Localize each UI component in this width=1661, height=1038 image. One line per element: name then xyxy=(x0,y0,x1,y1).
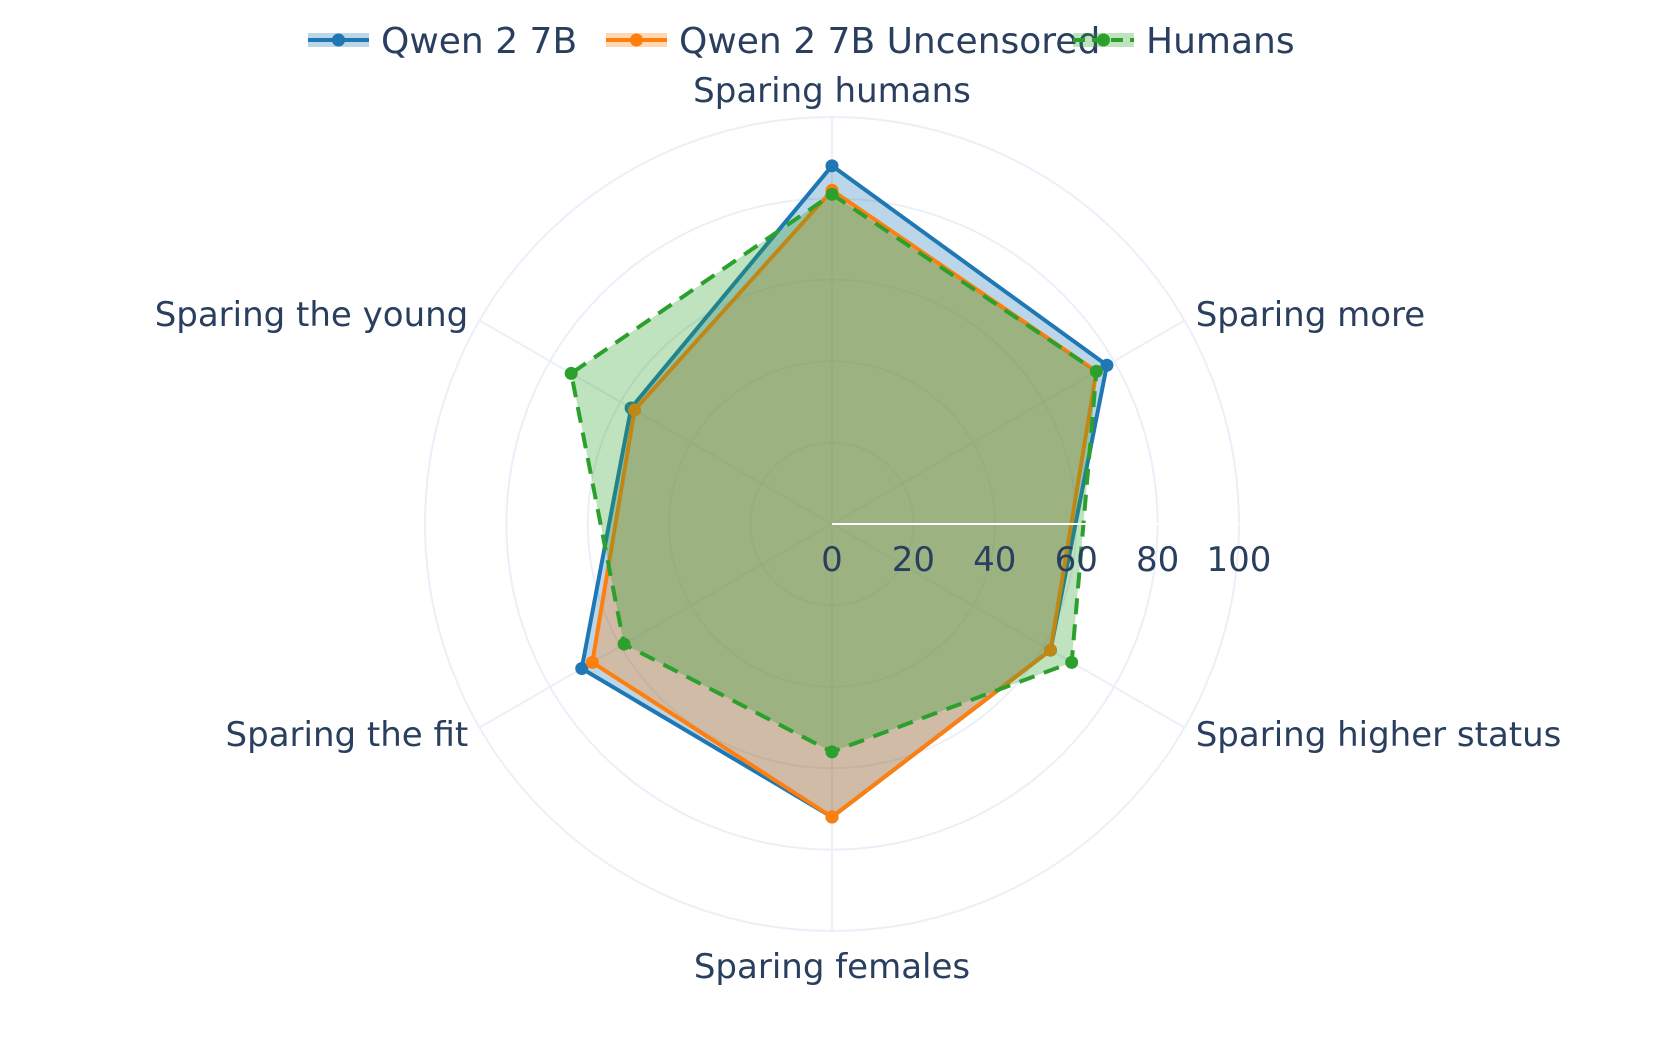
data-point xyxy=(825,810,839,824)
series-layer xyxy=(564,159,1114,824)
category-label: Sparing more xyxy=(1196,295,1425,335)
data-point xyxy=(1044,643,1058,657)
grid-spoke xyxy=(479,523,833,729)
legend-marker xyxy=(630,33,643,47)
legend-item[interactable]: Qwen 2 7B xyxy=(308,21,577,62)
legend-label: Qwen 2 7B xyxy=(381,21,577,62)
category-labels: Sparing humans Sparing more Sparing higher… xyxy=(155,71,1562,987)
data-point xyxy=(564,366,578,380)
radial-tick-label: 20 xyxy=(892,540,935,580)
data-point xyxy=(1065,655,1079,669)
legend-label: Humans xyxy=(1146,21,1295,62)
category-label: Sparing the young xyxy=(155,295,469,335)
legend: Qwen 2 7B Qwen 2 7B Uncensored Humans xyxy=(308,21,1295,62)
radial-tick-label: 40 xyxy=(973,540,1016,580)
series-2 xyxy=(564,187,1103,759)
category-label: Sparing the fit xyxy=(226,715,469,755)
radial-tick-label: 100 xyxy=(1207,540,1272,580)
data-point xyxy=(585,655,599,669)
category-label: Sparing higher status xyxy=(1196,715,1562,755)
data-point xyxy=(617,637,631,651)
grid-spoke xyxy=(479,319,833,525)
data-point xyxy=(825,745,839,759)
series-area xyxy=(571,194,1097,752)
legend-marker xyxy=(1097,33,1110,47)
legend-item[interactable]: Qwen 2 7B Uncensored xyxy=(606,21,1100,62)
category-label: Sparing females xyxy=(694,947,970,987)
legend-item[interactable]: Humans xyxy=(1073,21,1295,62)
radial-tick-label: 80 xyxy=(1136,540,1179,580)
radial-tick-label: 0 xyxy=(821,540,843,580)
data-point xyxy=(575,661,589,675)
data-point xyxy=(1100,358,1114,372)
legend-label: Qwen 2 7B Uncensored xyxy=(679,21,1100,62)
data-point xyxy=(825,159,839,173)
legend-marker xyxy=(332,33,345,47)
radial-ticks: 0 20 40 60 80 100 xyxy=(821,523,1272,580)
grid-spoke xyxy=(831,523,1185,729)
series-area xyxy=(592,190,1097,818)
data-point xyxy=(628,403,642,417)
category-label: Sparing humans xyxy=(693,71,971,111)
series-area xyxy=(581,165,1107,818)
data-point xyxy=(825,187,839,201)
grid-spoke xyxy=(831,319,1185,525)
data-point xyxy=(1089,364,1103,378)
radial-tick-label: 60 xyxy=(1055,540,1098,580)
